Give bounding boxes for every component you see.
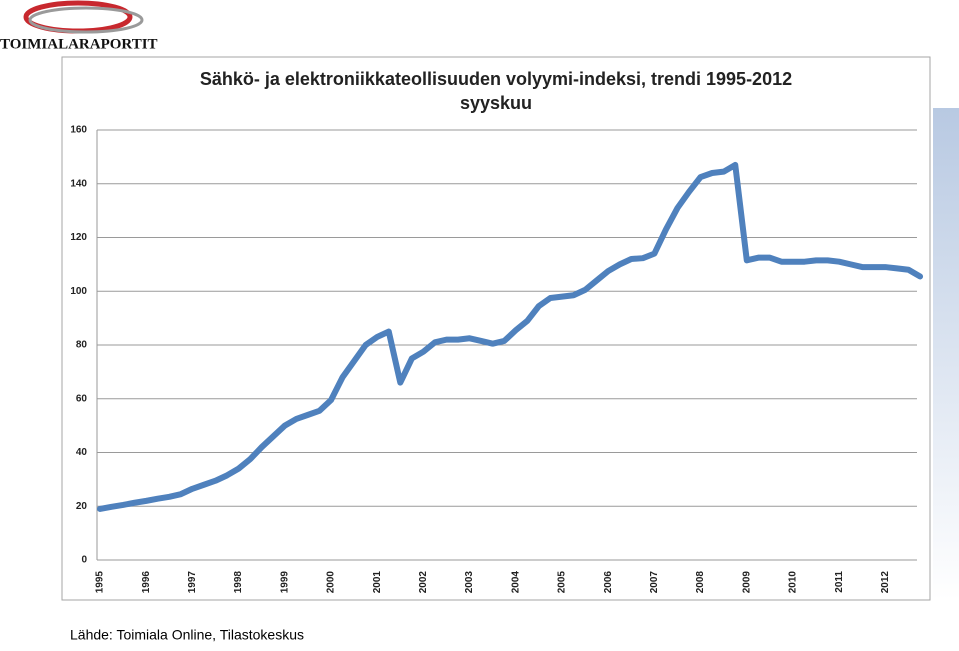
x-tick-label: 2009 (741, 571, 752, 594)
source: Lähde: Toimiala Online, Tilastokeskus (70, 627, 304, 643)
x-tick-label: 2010 (788, 571, 799, 594)
x-tick-label: 2006 (603, 571, 614, 594)
x-tick-label: 2001 (372, 571, 383, 594)
y-tick-label: 60 (76, 393, 88, 404)
y-tick-label: 40 (76, 447, 88, 458)
x-tick-label: 1998 (233, 571, 244, 594)
x-tick-label: 2000 (326, 571, 337, 594)
line-series (97, 161, 924, 512)
logo-text: TOIMIALARAPORTIT (0, 36, 158, 52)
y-tick-label: 160 (70, 125, 87, 136)
side-bar (933, 108, 959, 600)
x-tick-label: 2007 (649, 571, 660, 594)
logo-swoosh (28, 6, 144, 34)
x-tick-label: 2003 (464, 571, 475, 594)
y-tick-label: 0 (81, 555, 87, 566)
x-tick-label: 2012 (880, 571, 891, 594)
x-tick-label: 2005 (557, 571, 568, 594)
chart-title: Sähkö- ja elektroniikkateollisuuden voly… (200, 69, 792, 89)
x-tick-label: 1997 (187, 571, 198, 594)
y-tick-label: 140 (70, 178, 87, 189)
chart-subtitle: syyskuu (460, 93, 532, 113)
x-tick-label: 2008 (695, 571, 706, 594)
chart-frame (61, 56, 931, 601)
x-tick-label: 2011 (834, 571, 845, 593)
x-tick-label: 2002 (418, 571, 429, 594)
x-tick-label: 2004 (510, 571, 521, 594)
x-tick-label: 1995 (95, 571, 106, 594)
y-tick-label: 100 (70, 286, 87, 297)
y-tick-label: 20 (76, 501, 88, 512)
y-tick-label: 120 (70, 232, 87, 243)
x-tick-label: 1999 (279, 571, 290, 594)
x-tick-label: 1996 (141, 571, 152, 594)
y-tick-label: 80 (76, 340, 88, 351)
